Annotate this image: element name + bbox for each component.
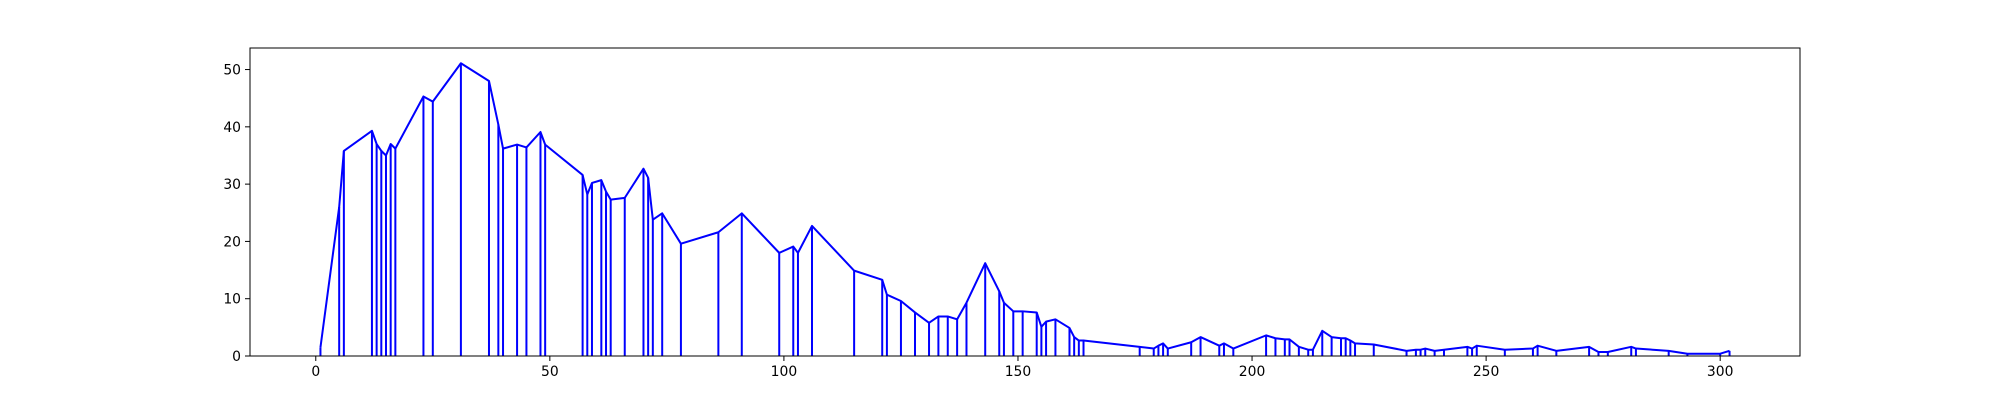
x-tick-label: 300 (1707, 364, 1734, 380)
line (319, 62, 1730, 355)
x-tick-label: 150 (1005, 364, 1032, 380)
y-tick-label: 30 (223, 177, 241, 193)
x-tick-label: 100 (771, 364, 798, 380)
y-tick-label: 0 (232, 349, 241, 365)
x-tick-label: 0 (311, 364, 320, 380)
x-tick-label: 200 (1239, 364, 1266, 380)
y-tick-label: 20 (223, 234, 241, 250)
plot-frame (249, 47, 1801, 357)
y-tick-label: 10 (223, 292, 241, 308)
x-tick-label: 250 (1473, 364, 1500, 380)
y-tick-label: 40 (223, 120, 241, 136)
x-tick-label: 50 (541, 364, 559, 380)
y-tick-label: 50 (223, 63, 241, 79)
